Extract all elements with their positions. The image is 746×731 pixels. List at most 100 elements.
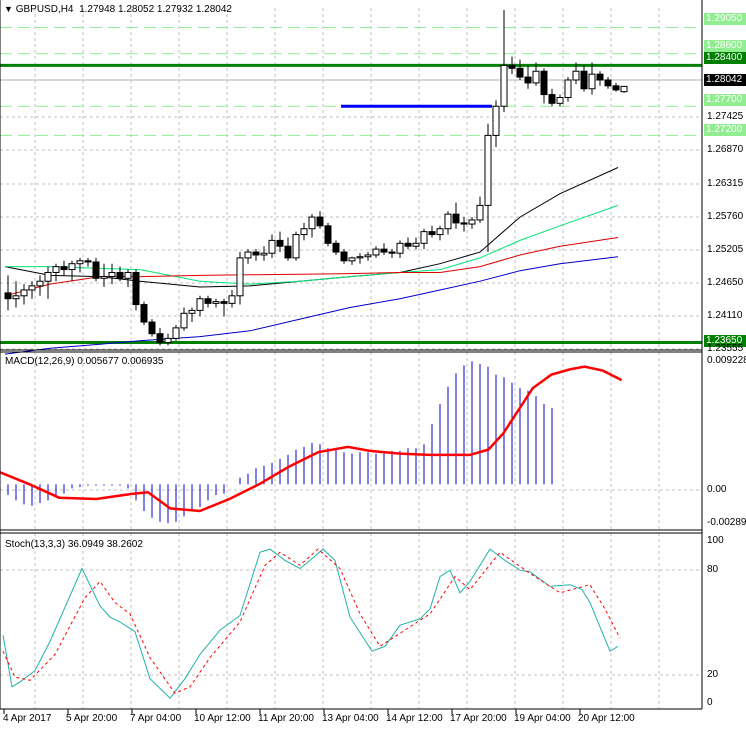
bear-candle <box>516 67 524 78</box>
bull-candle <box>444 213 452 230</box>
bull-candle <box>532 70 540 84</box>
bear-candle <box>156 333 164 343</box>
time-axis-label: 14 Apr 12:00 <box>386 713 443 724</box>
bear-candle <box>324 225 332 244</box>
bear-candle <box>596 73 604 81</box>
bear-candle <box>204 298 212 304</box>
bear-candle <box>612 85 620 91</box>
bull-candle <box>308 216 316 230</box>
bull-candle <box>396 242 404 254</box>
time-axis-label: 17 Apr 20:00 <box>450 713 507 724</box>
bull-candle <box>364 254 372 258</box>
bull-candle <box>108 271 116 278</box>
bear-candle <box>116 271 124 279</box>
bear-candle <box>252 251 260 256</box>
level-price-tag: 1.29050 <box>704 13 746 25</box>
bull-candle <box>492 105 500 136</box>
bull-candle <box>348 257 356 262</box>
bear-candle <box>132 271 140 306</box>
bull-candle <box>420 231 428 244</box>
bear-candle <box>148 321 156 335</box>
stoch-axis-label: 20 <box>707 669 719 680</box>
bull-candle <box>124 271 132 279</box>
bull-candle <box>260 252 268 256</box>
price-axis-label: 1.26870 <box>707 144 744 155</box>
bull-candle <box>484 134 492 206</box>
bear-candle <box>548 94 556 104</box>
bear-candle <box>4 292 12 300</box>
stoch-header: Stoch(13,3,3) 36.0949 38.2602 <box>5 539 143 550</box>
bull-candle <box>476 204 484 221</box>
bear-candle <box>84 260 92 263</box>
price-axis-label: 1.24110 <box>707 310 743 321</box>
bull-candle <box>356 256 364 259</box>
bear-candle <box>276 239 284 247</box>
bull-candle <box>300 228 308 236</box>
bear-candle <box>340 251 348 262</box>
bull-candle <box>236 257 244 297</box>
bear-candle <box>604 79 612 87</box>
time-axis-label: 13 Apr 04:00 <box>322 713 379 724</box>
bear-candle <box>508 64 516 69</box>
price-axis-label: 1.23555 <box>707 343 744 354</box>
bull-candle <box>292 234 300 259</box>
macd-axis-label: -0.002895 <box>707 517 746 528</box>
ohlc-values: 1.27948 1.28052 1.27932 1.28042 <box>79 4 232 15</box>
bear-candle <box>580 70 588 90</box>
symbol-label: GBPUSD,H4 <box>15 4 74 15</box>
bear-candle <box>140 304 148 323</box>
bear-candle <box>428 231 436 236</box>
bull-candle <box>228 295 236 304</box>
bull-candle <box>564 79 572 98</box>
bull-candle <box>12 295 20 300</box>
bull-candle <box>572 70 580 81</box>
time-axis-label: 11 Apr 20:00 <box>258 713 314 724</box>
moving-average-line <box>4 256 619 355</box>
stoch-axis-label: 0 <box>707 697 713 708</box>
bull-candle <box>36 280 44 287</box>
macd-signal-line <box>0 365 623 513</box>
bull-candle <box>172 327 180 339</box>
bull-candle <box>20 289 28 297</box>
level-price-tag: 1.27700 <box>704 94 746 106</box>
bull-candle <box>196 298 204 311</box>
bull-candle <box>180 312 188 329</box>
bull-candle <box>212 301 220 304</box>
bear-candle <box>332 242 340 253</box>
bear-candle <box>220 301 228 304</box>
stoch-axis-label: 100 <box>707 535 724 546</box>
time-axis-label: 19 Apr 04:00 <box>514 713 571 724</box>
bear-candle <box>316 216 324 227</box>
bull-candle <box>372 248 380 256</box>
bear-candle <box>524 76 532 84</box>
time-axis-label: 7 Apr 04:00 <box>130 713 182 724</box>
time-axis-label: 10 Apr 12:00 <box>194 713 251 724</box>
bear-candle <box>540 70 548 96</box>
level-price-tag: 1.28600 <box>704 40 746 52</box>
dropdown-triangle-icon[interactable]: ▼ <box>4 4 13 14</box>
price-axis-label: 1.25760 <box>707 211 744 222</box>
bull-candle <box>188 309 196 314</box>
bull-candle <box>164 337 172 343</box>
stoch-main-line <box>2 548 619 699</box>
level-price-tag: 1.27200 <box>704 124 746 136</box>
bull-candle <box>28 285 36 291</box>
level-price-tag: 1.23650 <box>704 335 746 347</box>
stoch-signal-line <box>2 548 621 694</box>
bull-candle <box>44 271 52 282</box>
bear-candle <box>380 248 388 253</box>
bull-candle <box>76 260 84 265</box>
bear-candle <box>460 222 468 225</box>
current-price-tag: 1.28042 <box>704 74 746 86</box>
bull-candle <box>556 96 564 104</box>
moving-average-line <box>5 204 619 285</box>
bull-candle <box>244 251 252 259</box>
bear-candle <box>284 245 292 259</box>
stoch-axis-label: 80 <box>707 564 719 575</box>
bull-candle <box>588 73 596 90</box>
bull-candle <box>268 239 276 254</box>
level-price-tag: 1.28400 <box>704 52 746 64</box>
main-chart-header: ▼ GBPUSD,H4 1.27948 1.28052 1.27932 1.28… <box>4 4 232 15</box>
